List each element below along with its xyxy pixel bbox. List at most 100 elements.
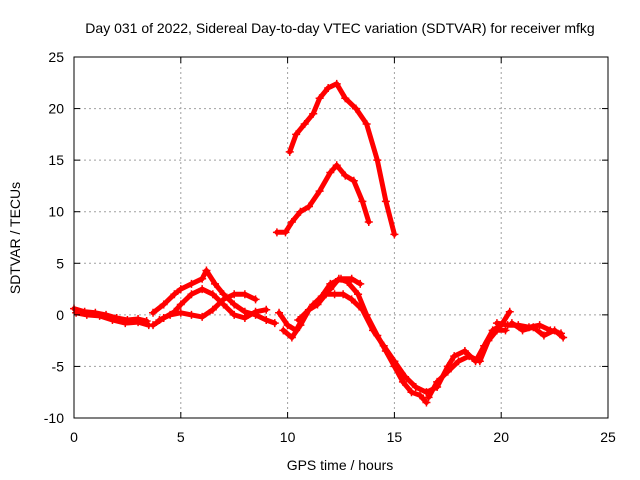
data-point [287,218,296,227]
data-point [134,318,143,327]
data-point [341,171,350,180]
data-point [358,197,367,206]
data-point [330,290,339,299]
data-point [324,83,333,92]
data-point [315,295,324,304]
x-tick-label: 15 [387,429,403,445]
series-trace-7 [285,79,399,239]
data-point [362,120,371,129]
y-tick-label: 25 [48,49,64,65]
data-point [539,331,548,340]
data-point [347,274,356,283]
series-trace [156,291,259,323]
data-point [398,377,407,386]
data-point [339,290,348,299]
data-point [95,311,104,320]
data-point [332,161,341,170]
data-point [401,372,410,381]
data-point [281,228,290,237]
data-point [262,305,271,314]
data-point [304,305,313,314]
data-point [176,285,185,294]
data-point [275,308,284,317]
series-trace [280,291,429,395]
data-point [294,316,303,325]
data-point [381,197,390,206]
data-point [270,319,279,328]
data-point [475,357,484,366]
data-point [358,305,367,314]
data-point [454,357,463,366]
data-point [501,326,510,335]
data-point [176,300,185,309]
data-point [240,290,249,299]
data-series [70,79,568,407]
data-point [315,187,324,196]
axis-ticks: 0 5 10 15 20 25 -10 -5 0 5 10 15 20 25 [44,49,616,445]
data-point [309,109,318,118]
data-point [304,202,313,211]
data-point [507,319,516,328]
data-point [407,388,416,397]
y-axis-label: SDTVAR / TECUs [7,182,23,294]
data-point [230,300,239,309]
series-trace-6 [272,161,373,237]
y-tick-label: 15 [48,152,64,168]
data-point [503,321,512,330]
data-point [187,310,196,319]
data-point [210,279,219,288]
data-point [315,94,324,103]
y-tick-label: -10 [44,410,64,426]
data-point [390,230,399,239]
series-trace-5 [155,290,260,325]
data-point [416,391,425,400]
data-point [176,308,185,317]
data-point [208,290,217,299]
data-point [559,333,568,342]
data-point [155,316,164,325]
data-point [354,290,363,299]
data-point [326,279,335,288]
data-point [287,333,296,342]
data-point [262,316,271,325]
gridlines [74,57,608,418]
x-tick-label: 0 [70,429,78,445]
data-point [492,319,501,328]
data-point [198,274,207,283]
data-point [465,352,474,361]
plot-frame [73,56,609,419]
series-trace-14 [507,319,568,342]
data-point [422,398,431,407]
data-point [170,290,179,299]
data-point [550,326,559,335]
data-point [251,307,260,316]
y-tick-label: 5 [56,255,64,271]
data-point [159,300,168,309]
data-point [332,79,341,88]
x-tick-label: 20 [493,429,509,445]
data-point [240,313,249,322]
data-point [198,285,207,294]
data-point [411,383,420,392]
data-point [251,295,260,304]
data-point [356,279,365,288]
data-point [443,367,452,376]
y-tick-label: -5 [52,358,65,374]
data-point [518,326,527,335]
data-point [424,393,433,402]
data-point [484,336,493,345]
data-point [230,290,239,299]
data-point [108,316,117,325]
data-point [529,323,538,332]
x-axis-label: GPS time / hours [287,457,394,473]
data-point [292,130,301,139]
data-point [279,326,288,335]
data-point [208,305,217,314]
series-trace-10 [294,274,365,325]
data-point [72,308,81,317]
data-point [285,147,294,156]
y-tick-label: 10 [48,204,64,220]
x-tick-label: 10 [280,429,296,445]
